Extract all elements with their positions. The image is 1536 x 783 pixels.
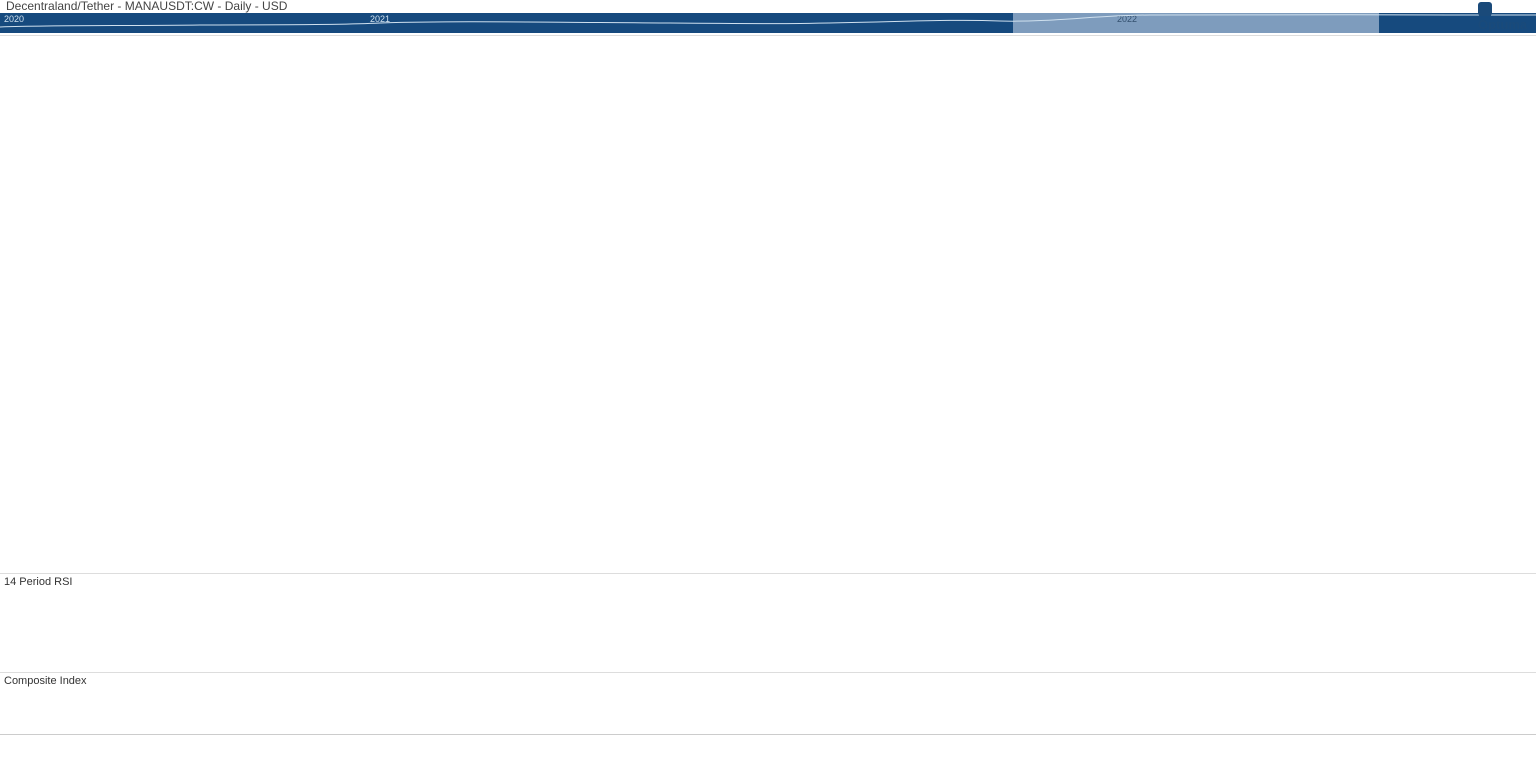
svg-text:2020: 2020	[4, 14, 24, 24]
